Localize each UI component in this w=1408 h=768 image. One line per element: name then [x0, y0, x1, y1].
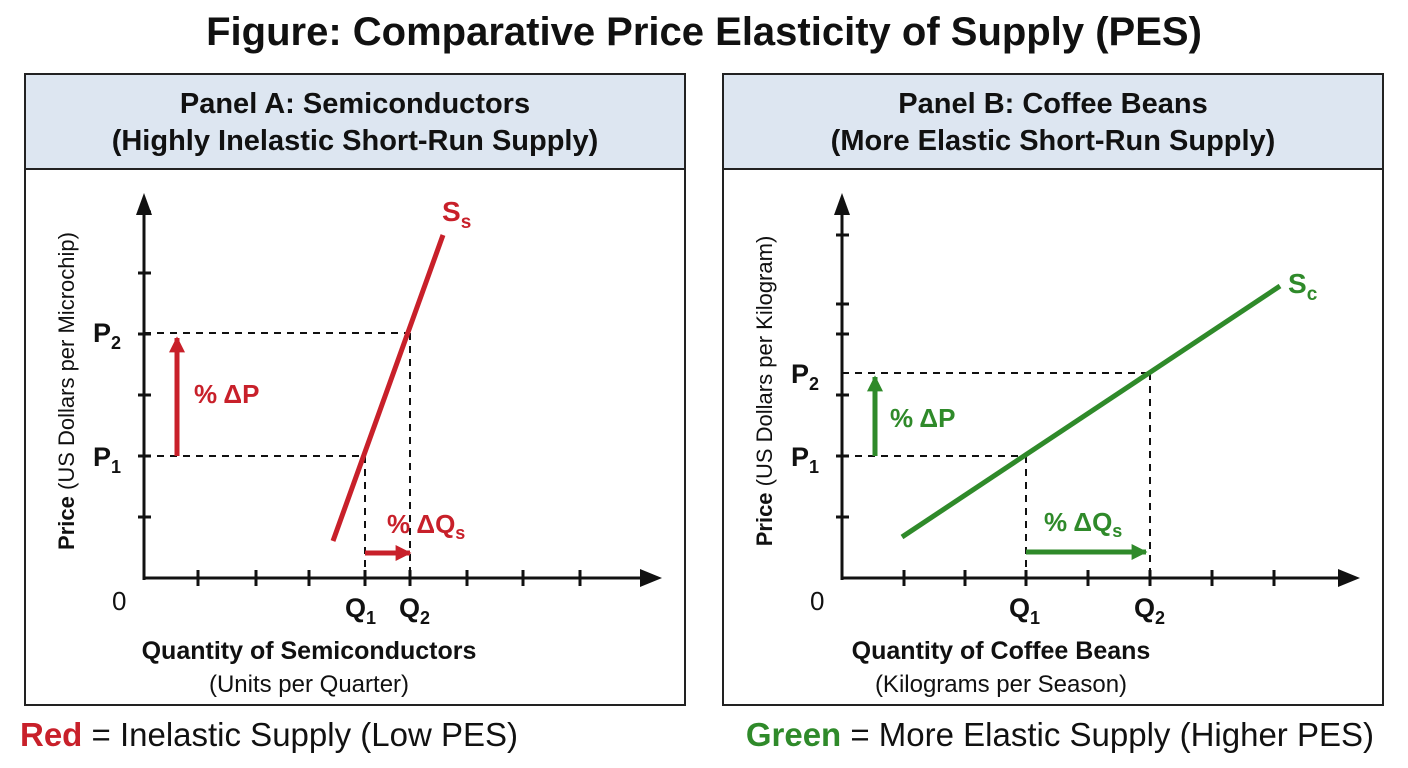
legend-green: Green = More Elastic Supply (Higher PES): [746, 716, 1374, 754]
legend-red: Red = Inelastic Supply (Low PES): [20, 716, 518, 754]
panel-a-diagram: Ss % ΔP % ΔQs P2 P1 0 Q1 Q2 Price (US Do…: [54, 193, 662, 698]
panel-a-header: Panel A: Semiconductors (Highly Inelasti…: [26, 75, 684, 170]
panel-b-y-arrowhead: [834, 193, 850, 215]
panel-a-subtitle: (Highly Inelastic Short-Run Supply): [111, 125, 599, 157]
panel-a-guides: [144, 332, 411, 578]
panel-a-title: Panel A: Semiconductors: [179, 88, 531, 120]
panel-b: Panel B: Coffee Beans (More Elastic Shor…: [722, 73, 1384, 706]
panel-b-curve-label: Sc: [1288, 268, 1318, 305]
panel-a-x-axis-title: Quantity of Semiconductors: [142, 637, 477, 665]
panel-a-q2-label: Q2: [399, 593, 430, 628]
panel-b-y-ticks: [836, 233, 849, 519]
panel-a-supply-curve: [330, 234, 446, 542]
panel-b-delta-p-label: % ΔP: [890, 403, 955, 433]
panel-b-q1-label: Q1: [1009, 593, 1040, 628]
panel-b-y-axis-title: Price (US Dollars per Kilogram): [752, 236, 777, 547]
legend-red-text: = Inelastic Supply (Low PES): [82, 716, 518, 753]
panel-a-y-arrowhead: [136, 193, 152, 215]
panel-b-x-axis-title: Quantity of Coffee Beans: [852, 637, 1151, 665]
panel-b-delta-q-label: % ΔQs: [1044, 507, 1122, 541]
panel-a-delta-p-label: % ΔP: [194, 379, 259, 409]
panel-a-p2-label: P2: [93, 318, 121, 353]
legend-green-text: = More Elastic Supply (Higher PES): [841, 716, 1374, 753]
panel-a-x-axis-subtitle: (Units per Quarter): [209, 671, 409, 698]
legend-green-key: Green: [745, 716, 842, 753]
panel-a-delta-q-label: % ΔQs: [387, 509, 465, 543]
panel-b-supply-curve: [900, 283, 1282, 540]
panel-b-origin-label: 0: [810, 586, 824, 616]
panel-b-diagram: Sc % ΔP % ΔQs P2 P1 0 Q1 Q2 Price (US Do…: [752, 193, 1360, 698]
panel-b-subtitle: (More Elastic Short-Run Supply): [830, 125, 1276, 157]
panel-a-q1-label: Q1: [345, 593, 376, 628]
legend: Red = Inelastic Supply (Low PES) Green =…: [0, 716, 1408, 756]
panel-a-x-arrowhead: [640, 569, 662, 587]
panel-b-p1-label: P1: [791, 442, 819, 477]
panel-a-p1-label: P1: [93, 442, 121, 477]
panel-a-curve-label: Ss: [442, 196, 471, 233]
panel-b-p2-label: P2: [791, 359, 819, 394]
panel-b-x-axis-subtitle: (Kilograms per Season): [875, 671, 1127, 698]
figure-title: Figure: Comparative Price Elasticity of …: [206, 10, 1202, 54]
panel-b-title: Panel B: Coffee Beans: [898, 88, 1208, 120]
panel-a-y-axis-title: Price (US Dollars per Microchip): [54, 232, 79, 550]
panel-a-origin-label: 0: [112, 586, 126, 616]
panel-b-q2-label: Q2: [1134, 593, 1165, 628]
panel-b-header: Panel B: Coffee Beans (More Elastic Shor…: [724, 75, 1382, 170]
panel-a: Panel A: Semiconductors (Highly Inelasti…: [24, 73, 686, 706]
panel-b-x-arrowhead: [1338, 569, 1360, 587]
legend-red-key: Red: [20, 716, 83, 753]
